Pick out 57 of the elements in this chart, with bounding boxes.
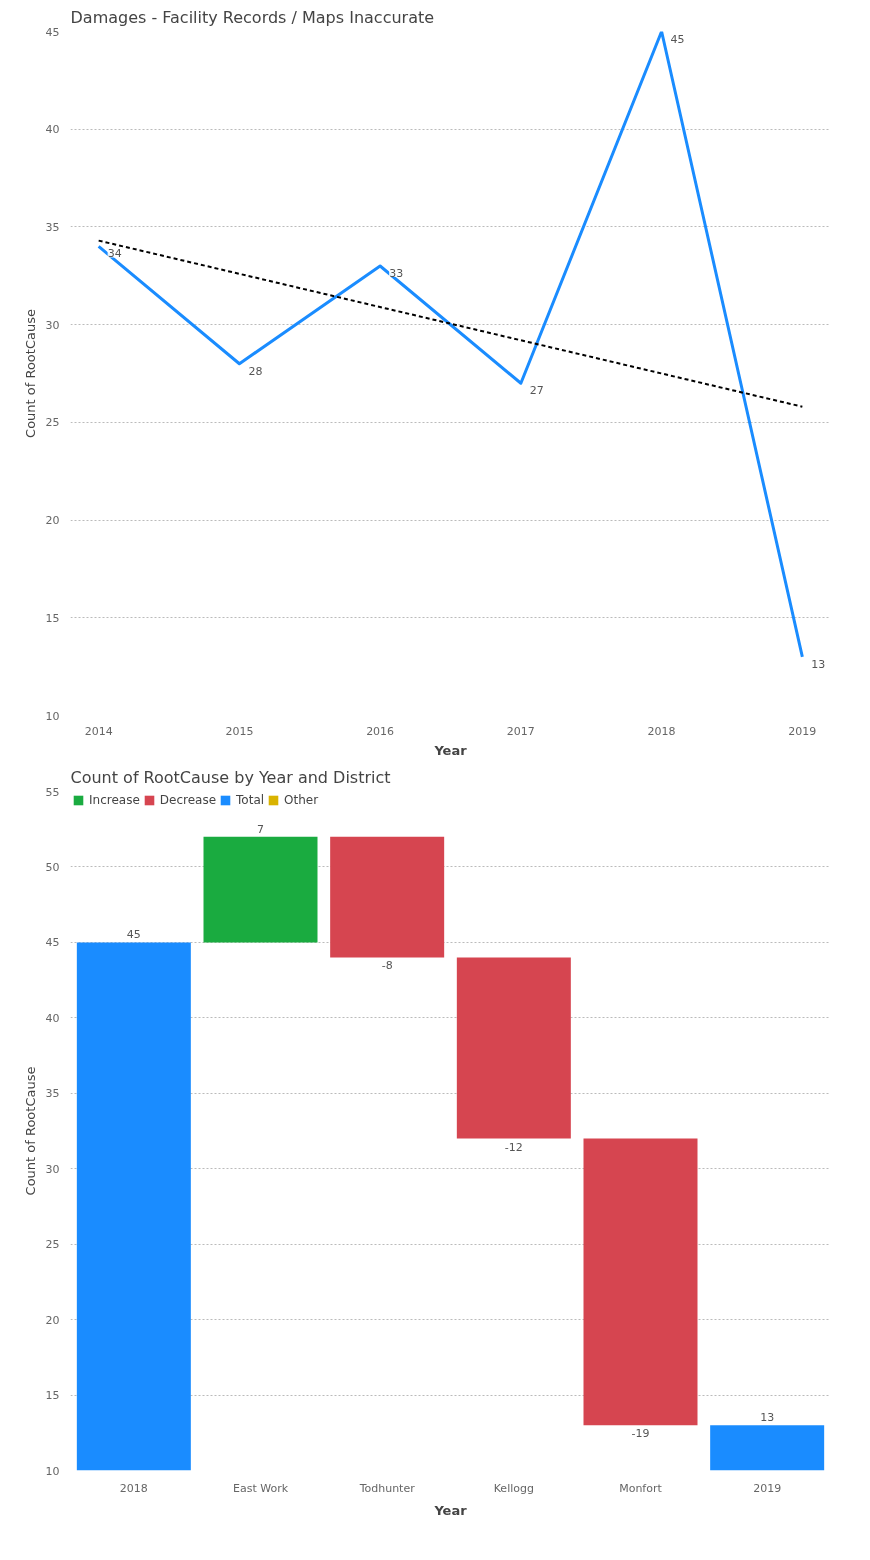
data-label: -12	[504, 1140, 523, 1154]
y-tick-label: 25	[45, 1238, 60, 1252]
x-axis-title: Year	[433, 1502, 468, 1518]
x-tick-label: 2018	[119, 1481, 148, 1495]
x-tick-label: 2016	[366, 724, 395, 738]
x-tick-label: Todhunter	[358, 1481, 416, 1495]
legend-label: Increase	[89, 793, 140, 807]
x-axis-title: Year	[433, 742, 468, 758]
x-tick-label: 2015	[225, 724, 254, 738]
data-label: 13	[760, 1411, 775, 1425]
data-label: 34	[107, 247, 122, 261]
x-tick-label: 2014	[84, 724, 113, 738]
legend-label: Decrease	[159, 793, 217, 807]
y-tick-label: 15	[45, 1389, 60, 1403]
x-tick-label: 2017	[506, 724, 535, 738]
x-tick-label: Kellogg	[493, 1481, 534, 1495]
y-tick-label: 35	[45, 1087, 60, 1101]
data-label: 33	[389, 267, 404, 281]
y-tick-label: 40	[45, 1011, 60, 1025]
y-tick-label: 10	[45, 709, 60, 723]
data-label: 7	[257, 822, 264, 836]
bar	[456, 957, 571, 1139]
y-tick-label: 45	[45, 25, 60, 39]
y-tick-label: 50	[45, 860, 60, 874]
legend-label: Total	[236, 793, 265, 807]
y-tick-label: 10	[45, 1464, 60, 1478]
data-label: 45	[126, 928, 141, 942]
y-tick-label: 40	[45, 123, 60, 137]
x-tick-label: 2019	[788, 724, 817, 738]
legend-label: Other	[284, 793, 319, 807]
data-label: -19	[631, 1427, 650, 1441]
y-tick-label: 20	[45, 1313, 60, 1327]
chart-title: Count of RootCause by Year and District	[70, 767, 391, 787]
y-axis-title: Count of RootCause	[22, 1066, 38, 1196]
x-tick-label: East Work	[232, 1481, 289, 1495]
y-tick-label: 35	[45, 220, 60, 234]
x-tick-label: 2018	[647, 724, 676, 738]
x-tick-label: 2019	[753, 1481, 782, 1495]
y-tick-label: 30	[45, 318, 60, 332]
y-axis-title: Count of RootCause	[22, 309, 38, 438]
data-label: -8	[381, 959, 393, 973]
chart-title: Damages - Facility Records / Maps Inaccurate	[70, 7, 435, 27]
y-tick-label: 20	[45, 514, 60, 528]
bar	[330, 836, 445, 958]
data-label: 45	[670, 32, 685, 46]
line-series	[97, 31, 804, 659]
data-label: 27	[529, 384, 544, 398]
data-label: 13	[811, 657, 826, 671]
x-tick-label: Monfort	[619, 1481, 663, 1495]
y-tick-label: 15	[45, 611, 60, 625]
y-tick-label: 55	[45, 785, 60, 799]
y-tick-label: 30	[45, 1162, 60, 1176]
y-tick-label: 25	[45, 416, 60, 430]
data-label: 28	[248, 364, 263, 378]
bar	[583, 1138, 698, 1426]
bar	[203, 836, 318, 943]
y-tick-label: 45	[45, 936, 60, 950]
